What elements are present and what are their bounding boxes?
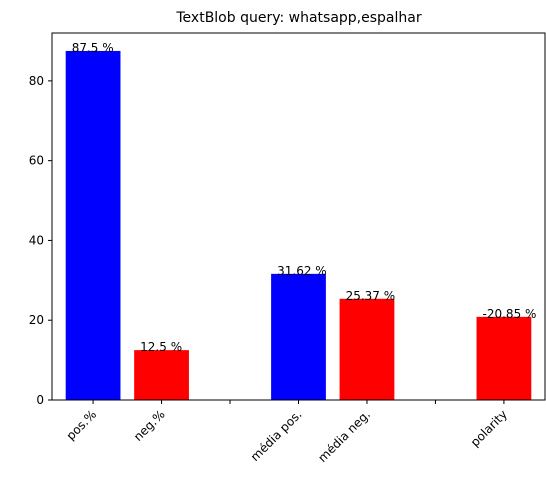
data-label-3: 25.37 %	[346, 289, 396, 303]
chart-title: TextBlob query: whatsapp,espalhar	[175, 10, 421, 26]
y-axis: 0 20 40 60 80	[29, 74, 52, 407]
data-label-0: 87.5 %	[72, 41, 114, 55]
data-label-1: 12.5 %	[140, 340, 182, 354]
bars-layer	[65, 50, 532, 401]
bar-3	[339, 298, 395, 400]
y-tick-label-0: 0	[36, 393, 44, 407]
x-tick-label-3: média pos.	[248, 407, 305, 464]
x-tick-label-6: polarity	[468, 407, 510, 449]
y-tick-label-1: 20	[29, 313, 44, 327]
x-tick-label-1: neg.%	[131, 407, 168, 444]
x-tick-label-0: pos.%	[64, 407, 100, 443]
y-tick-label-3: 60	[29, 154, 44, 168]
y-tick-label-2: 40	[29, 233, 44, 247]
data-labels-layer: 87.5 % 12.5 % 31.62 % 25.37 % -20.85 %	[72, 41, 537, 354]
data-label-2: 31.62 %	[277, 264, 327, 278]
x-tick-label-4: média neg.	[315, 407, 373, 465]
data-label-4: -20.85 %	[483, 307, 537, 321]
bar-1	[134, 350, 189, 400]
bar-4	[476, 316, 532, 400]
y-tick-label-4: 80	[29, 74, 44, 88]
x-axis: pos.% neg.% média pos. média neg. polarity	[64, 400, 510, 465]
plot-frame	[51, 32, 546, 401]
bar-2	[271, 273, 326, 400]
bar-0	[65, 50, 121, 401]
